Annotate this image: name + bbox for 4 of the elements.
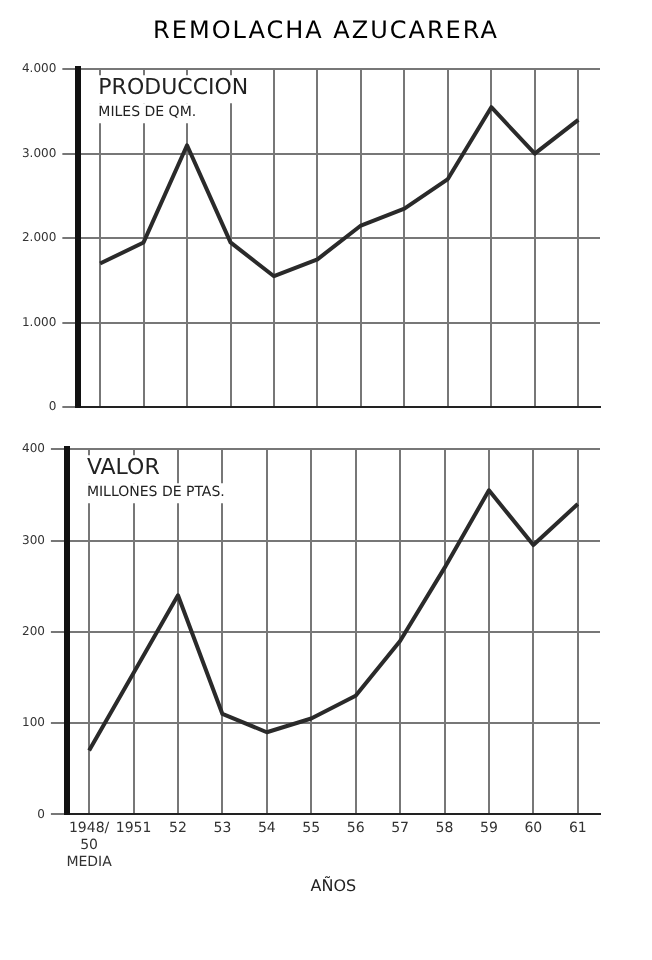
x-axis-title: AÑOS bbox=[310, 874, 357, 895]
chart-subtitle: PRODUCCION bbox=[98, 73, 249, 100]
chart-subtitle: VALOR bbox=[86, 453, 161, 480]
chart-title: REMOLACHA AZUCARERA bbox=[151, 16, 501, 44]
